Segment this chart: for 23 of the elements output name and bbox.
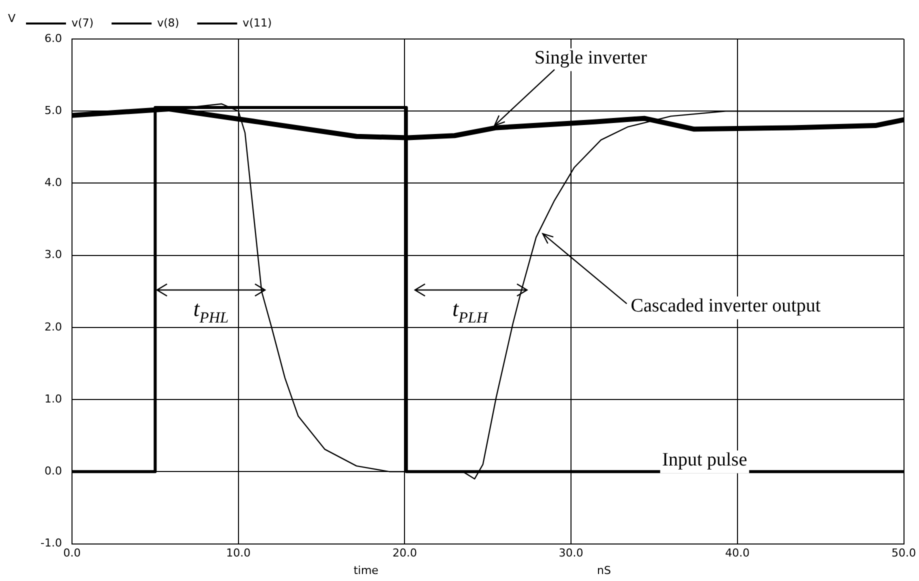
annotation: Input pulse	[662, 450, 748, 471]
y-tick-label: 4.0	[44, 176, 62, 190]
x-tick-label: 10.0	[226, 546, 251, 560]
x-tick-label: 20.0	[392, 546, 417, 560]
y-tick-label: -1.0	[40, 536, 62, 550]
text: nS	[597, 564, 611, 577]
y-tick-label: 6.0	[44, 32, 62, 45]
y-tick-label: 0.0	[44, 464, 62, 478]
y-tick-label: 2.0	[44, 320, 62, 334]
legend-label: v(11)	[242, 16, 272, 30]
x-tick-label: 0.0	[63, 546, 81, 560]
x-tick-label: 40.0	[725, 546, 750, 560]
x-tick-label: 50.0	[892, 546, 916, 560]
x-axis-title: time	[354, 564, 379, 577]
legend-label: v(8)	[157, 16, 180, 30]
annotation: Cascaded inverter output	[630, 296, 822, 317]
x-tick-label: 30.0	[558, 546, 584, 560]
y-tick-label: 1.0	[44, 392, 62, 406]
y-tick-label: 5.0	[44, 104, 62, 117]
legend-label: v(7)	[72, 16, 94, 30]
y-tick-label: 3.0	[44, 248, 62, 262]
y-axis-title: V	[8, 12, 16, 25]
annotation: Single inverter	[534, 48, 648, 69]
